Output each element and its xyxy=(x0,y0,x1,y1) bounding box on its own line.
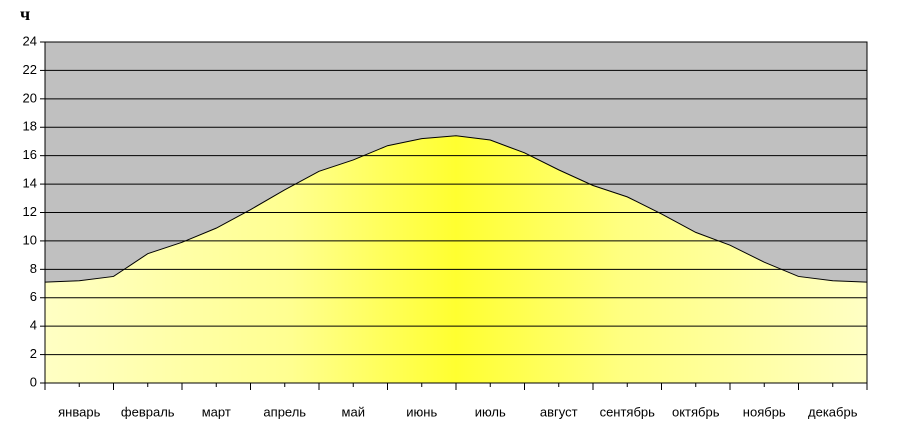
x-tick-label: сентябрь xyxy=(600,404,656,419)
x-tick-label: январь xyxy=(58,404,100,419)
y-tick-label: 20 xyxy=(23,90,37,105)
x-tick-label: февраль xyxy=(121,404,175,419)
area-fill xyxy=(45,135,867,383)
y-tick-label: 14 xyxy=(23,176,37,191)
y-tick-label: 8 xyxy=(30,261,37,276)
y-tick-label: 12 xyxy=(23,204,37,219)
y-tick-label: 22 xyxy=(23,62,37,77)
x-tick-label: ноябрь xyxy=(743,404,786,419)
x-tick-label: май xyxy=(342,404,365,419)
x-tick-label: апрель xyxy=(263,404,306,419)
y-tick-label: 24 xyxy=(23,33,37,48)
x-tick-label: июль xyxy=(475,404,506,419)
y-tick-label: 10 xyxy=(23,232,37,247)
x-tick-label: июнь xyxy=(406,404,437,419)
y-tick-label: 2 xyxy=(30,346,37,361)
y-tick-label: 18 xyxy=(23,119,37,134)
x-tick-label: декабрь xyxy=(808,404,858,419)
y-axis-label: ч xyxy=(20,4,30,24)
x-tick-label: март xyxy=(202,404,231,419)
y-tick-label: 4 xyxy=(30,318,37,333)
x-tick-label: август xyxy=(540,404,578,419)
x-tick-label: октябрь xyxy=(672,404,720,419)
y-tick-label: 0 xyxy=(30,374,37,389)
area-line xyxy=(44,135,868,283)
y-tick-label: 6 xyxy=(30,289,37,304)
y-tick-label: 16 xyxy=(23,147,37,162)
